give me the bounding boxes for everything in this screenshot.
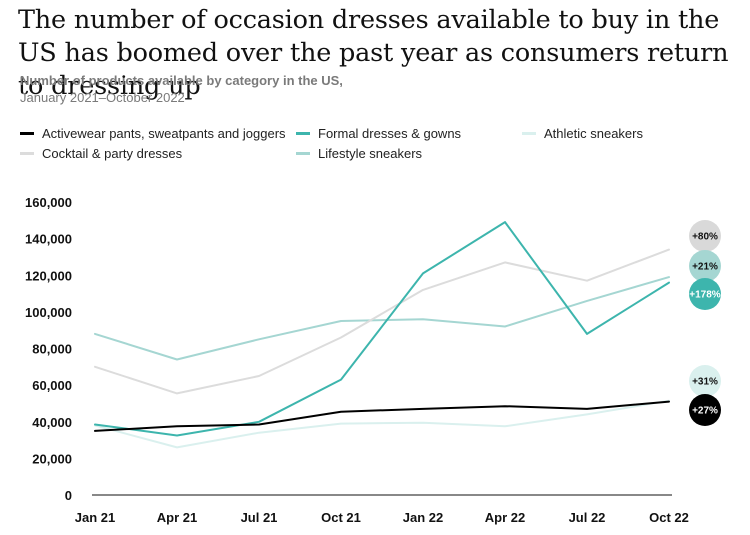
end-badges: +80% +21% +178% +31% +27% [689, 220, 721, 426]
subtitle-line-2: January 2021–October 2022 [20, 90, 185, 105]
series-line-formal-dresses-gowns [94, 221, 670, 437]
badge-lifestyle-sneakers: +21% [689, 250, 721, 282]
badge-label: +31% [692, 377, 718, 388]
badge-label: +27% [692, 406, 718, 417]
x-tick-label: Apr 21 [157, 510, 197, 525]
series-line-athletic-sneakers [94, 399, 670, 449]
chart-legend: Activewear pants, sweatpants and joggers… [20, 126, 740, 170]
chart-title: The number of occasion dresses available… [18, 5, 729, 101]
series-lines [94, 221, 670, 449]
legend-label: Lifestyle sneakers [318, 146, 423, 161]
legend-swatch [20, 152, 34, 155]
legend-swatch [20, 132, 34, 135]
y-tick-label: 0 [65, 488, 72, 503]
x-tick-label: Jan 21 [75, 510, 115, 525]
badge-circle [689, 394, 721, 426]
x-tick-label: Oct 22 [649, 510, 689, 525]
x-tick-label: Jul 22 [569, 510, 606, 525]
badge-athletic-sneakers: +31% [689, 365, 721, 397]
y-tick-label: 160,000 [25, 195, 72, 210]
legend-item-cocktail-dresses: Cocktail & party dresses [20, 146, 182, 161]
badge-formal-dresses-gowns: +178% [689, 278, 721, 310]
badge-circle [689, 365, 721, 397]
x-tick-label: Jan 22 [403, 510, 443, 525]
chart-subtitle: Number of products available by category… [20, 72, 343, 106]
y-tick-label: 120,000 [25, 268, 72, 283]
x-tick-label: Jul 21 [241, 510, 278, 525]
badge-activewear-pants-sweatpants-and-joggers: +27% [689, 394, 721, 426]
badge-circle [689, 278, 721, 310]
badge-cocktail-party-dresses: +80% [689, 220, 721, 252]
subtitle-line-1: Number of products available by category… [20, 73, 343, 88]
y-tick-label: 40,000 [32, 415, 72, 430]
series-line-activewear-pants-sweatpants-and-joggers [94, 400, 670, 432]
badge-circle [689, 220, 721, 252]
x-tick-label: Apr 22 [485, 510, 525, 525]
legend-swatch [296, 152, 310, 155]
legend-label: Activewear pants, sweatpants and joggers [42, 126, 286, 141]
legend-label: Athletic sneakers [544, 126, 643, 141]
y-tick-label: 80,000 [32, 342, 72, 357]
legend-item-lifestyle-sneakers: Lifestyle sneakers [296, 146, 422, 161]
badge-circle [689, 250, 721, 282]
legend-item-activewear: Activewear pants, sweatpants and joggers [20, 126, 286, 141]
series-line-lifestyle-sneakers [94, 276, 670, 361]
series-line-cocktail-party-dresses [94, 248, 670, 395]
legend-label: Formal dresses & gowns [318, 126, 462, 141]
y-tick-label: 20,000 [32, 451, 72, 466]
legend-swatch [522, 132, 536, 135]
badge-label: +178% [689, 290, 721, 301]
y-tick-label: 60,000 [32, 378, 72, 393]
legend-swatch [296, 132, 310, 135]
legend-item-athletic-sneakers: Athletic sneakers [522, 126, 643, 141]
x-axis: Jan 21 Apr 21 Jul 21 Oct 21 Jan 22 Apr 22 Jul … [75, 494, 689, 525]
badge-label: +21% [692, 262, 718, 273]
y-axis: 0 20,000 40,000 60,000 80,000 100,000 120,000 1… [25, 195, 72, 503]
y-tick-label: 140,000 [25, 232, 72, 247]
legend-item-formal-dresses: Formal dresses & gowns [296, 126, 461, 141]
badge-label: +80% [692, 232, 718, 243]
y-tick-label: 100,000 [25, 305, 72, 320]
legend-label: Cocktail & party dresses [42, 146, 183, 161]
x-tick-label: Oct 21 [321, 510, 361, 525]
